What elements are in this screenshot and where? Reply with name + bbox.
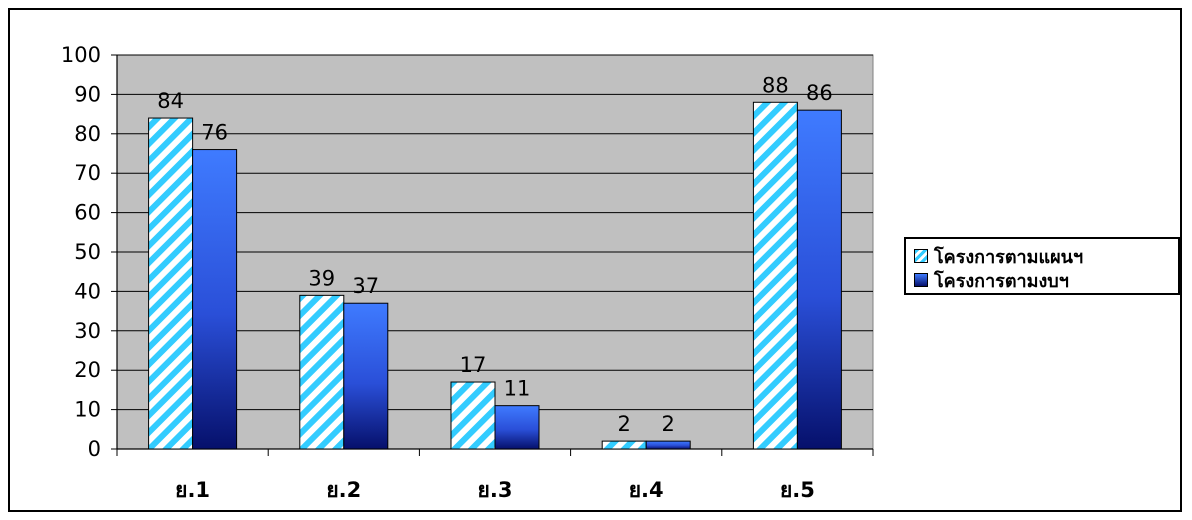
y-tick-label: 100: [61, 43, 101, 67]
bar-budget: [645, 440, 691, 450]
data-label-budget: 37: [352, 274, 379, 298]
x-category-label: ย.5: [780, 478, 815, 502]
bar-budget: [343, 302, 389, 450]
y-tick-label: 60: [74, 201, 101, 225]
bar-plan: [752, 101, 798, 450]
y-tick-label: 80: [74, 122, 101, 146]
legend-label-plan: โครงการตามแผนฯ: [934, 246, 1084, 268]
x-category-label: ย.4: [629, 478, 664, 502]
bar-budget: [796, 109, 842, 450]
x-category-label: ย.3: [478, 478, 513, 502]
y-tick-label: 70: [74, 161, 101, 185]
y-tick-label: 30: [74, 319, 101, 343]
legend: โครงการตามแผนฯ โครงการตามงบฯ: [904, 237, 1180, 295]
y-tick-label: 0: [88, 437, 101, 461]
bar-plan: [601, 440, 647, 450]
data-label-plan: 39: [308, 266, 335, 290]
data-label-plan: 2: [618, 412, 631, 436]
data-label-plan: 84: [157, 89, 184, 113]
legend-swatch-plan: [914, 249, 928, 263]
y-tick-label: 20: [74, 358, 101, 382]
x-category-label: ย.2: [326, 478, 361, 502]
data-label-budget: 11: [504, 377, 531, 401]
legend-swatch-budget: [914, 273, 928, 287]
bar-plan: [450, 381, 496, 450]
data-label-plan: 88: [762, 73, 789, 97]
y-tick-label: 40: [74, 279, 101, 303]
legend-item-budget: โครงการตามงบฯ: [914, 269, 1069, 292]
y-tick-label: 90: [74, 82, 101, 106]
data-label-budget: 86: [806, 81, 833, 105]
bar-budget: [494, 405, 540, 450]
data-label-plan: 17: [460, 353, 487, 377]
y-tick-label: 10: [74, 398, 101, 422]
legend-label-budget: โครงการตามงบฯ: [934, 270, 1069, 292]
bar-budget: [192, 149, 238, 450]
data-label-budget: 2: [662, 412, 675, 436]
bar-plan: [148, 117, 194, 450]
legend-item-plan: โครงการตามแผนฯ: [914, 245, 1083, 268]
bar-plan: [299, 294, 345, 450]
y-tick-label: 50: [74, 240, 101, 264]
data-label-budget: 76: [201, 121, 228, 145]
x-category-label: ย.1: [175, 478, 210, 502]
